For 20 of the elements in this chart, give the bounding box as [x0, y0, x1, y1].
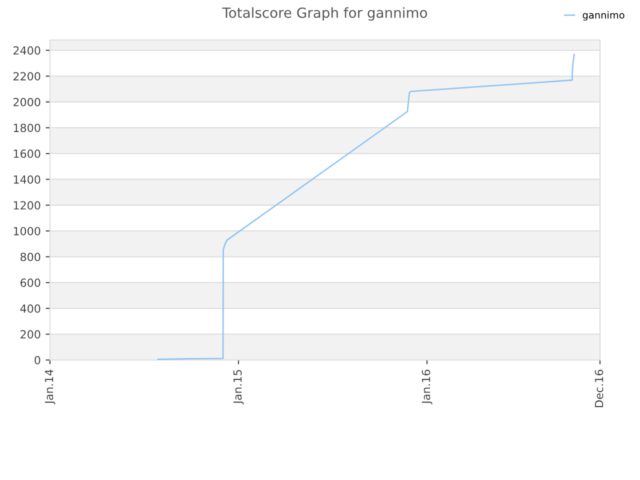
- line-series: [157, 54, 575, 360]
- x-tick-label: Jan.14: [44, 370, 56, 404]
- y-tick-label: 1200: [14, 201, 40, 210]
- x-tick-label: Jan.15: [233, 370, 244, 404]
- y-tick-label: 400: [20, 304, 40, 313]
- y-tick-label: 1000: [14, 226, 40, 236]
- y-tick-label: 1800: [14, 124, 40, 132]
- y-tick-label: 0: [34, 356, 40, 364]
- y-tick-label: 1600: [14, 150, 40, 158]
- legend-label: gannimo: [582, 11, 624, 21]
- chart-title: Totalscore Graph for gannimo: [222, 7, 427, 21]
- y-tick-label: 2400: [14, 46, 40, 55]
- y-tick-label: 1400: [14, 175, 40, 184]
- y-tick-label: 2000: [14, 98, 40, 106]
- x-tick-label: Dec.16: [594, 370, 604, 408]
- y-tick-label: 200: [20, 330, 40, 339]
- y-tick-label: 600: [20, 278, 40, 287]
- x-tick-label: Jan.16: [422, 370, 432, 404]
- y-tick-label: 2200: [14, 72, 40, 81]
- y-tick-label: 800: [20, 252, 40, 262]
